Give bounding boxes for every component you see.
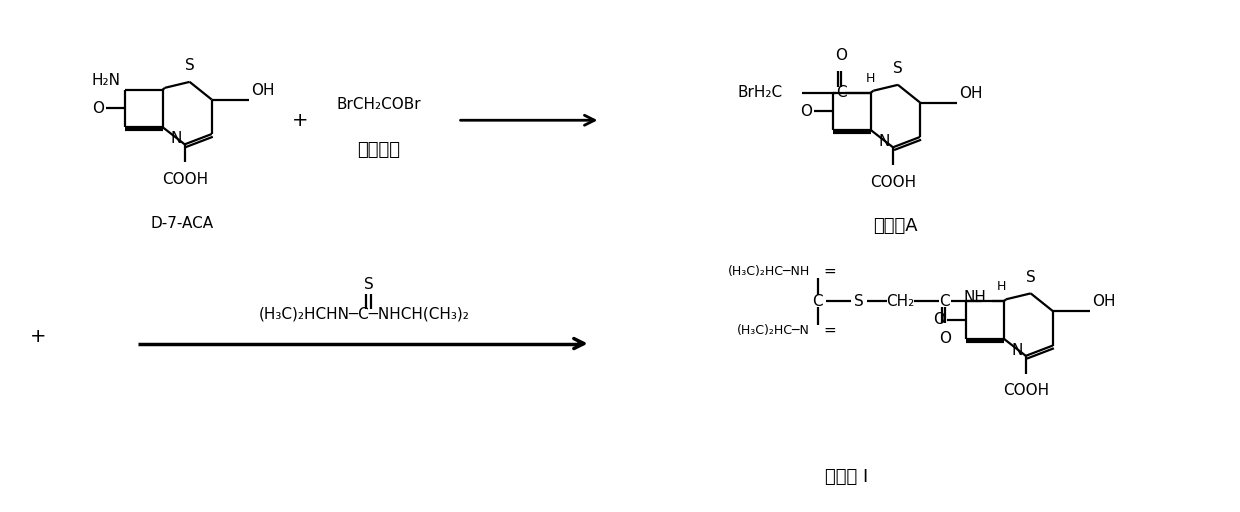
Text: O: O bbox=[800, 104, 812, 119]
Text: OH: OH bbox=[960, 86, 983, 100]
Text: BrCH₂COBr: BrCH₂COBr bbox=[337, 97, 422, 112]
Text: S: S bbox=[893, 61, 903, 76]
Text: COOH: COOH bbox=[161, 172, 208, 187]
Text: NH: NH bbox=[963, 290, 986, 305]
Text: BrH₂C: BrH₂C bbox=[738, 85, 782, 100]
Text: S: S bbox=[854, 294, 864, 309]
Text: S: S bbox=[185, 58, 195, 73]
Text: N: N bbox=[879, 134, 890, 149]
Text: COOH: COOH bbox=[870, 175, 916, 190]
Text: +: + bbox=[30, 327, 46, 346]
Text: (H₃C)₂HCHN─C─NHCH(CH₃)₂: (H₃C)₂HCHN─C─NHCH(CH₃)₂ bbox=[259, 307, 470, 322]
Text: CH₂: CH₂ bbox=[887, 294, 914, 309]
Text: +: + bbox=[293, 111, 309, 130]
Text: C: C bbox=[812, 294, 823, 309]
Text: N: N bbox=[1012, 343, 1023, 357]
Text: H₂N: H₂N bbox=[92, 73, 120, 88]
Text: 溴乙酰溴: 溴乙酰溴 bbox=[357, 141, 401, 159]
Text: O: O bbox=[92, 101, 104, 116]
Text: H: H bbox=[867, 72, 875, 85]
Text: =: = bbox=[823, 264, 837, 279]
Text: D-7-ACA: D-7-ACA bbox=[151, 216, 213, 231]
Text: N: N bbox=[170, 131, 182, 146]
Text: 化合物 I: 化合物 I bbox=[825, 468, 868, 486]
Text: OH: OH bbox=[252, 82, 274, 98]
Text: OH: OH bbox=[1092, 294, 1116, 309]
Text: 中间体A: 中间体A bbox=[873, 217, 918, 234]
Text: C: C bbox=[940, 294, 950, 309]
Text: C: C bbox=[836, 85, 847, 100]
Text: O: O bbox=[836, 48, 847, 63]
Text: (H₃C)₂HC─NH: (H₃C)₂HC─NH bbox=[728, 265, 810, 278]
Text: O: O bbox=[932, 312, 945, 328]
Text: S: S bbox=[365, 278, 374, 292]
Text: (H₃C)₂HC─N: (H₃C)₂HC─N bbox=[737, 324, 810, 337]
Text: S: S bbox=[1025, 269, 1035, 285]
Text: O: O bbox=[939, 331, 951, 346]
Text: COOH: COOH bbox=[1003, 383, 1049, 398]
Text: H: H bbox=[997, 281, 1007, 293]
Text: =: = bbox=[823, 323, 837, 338]
